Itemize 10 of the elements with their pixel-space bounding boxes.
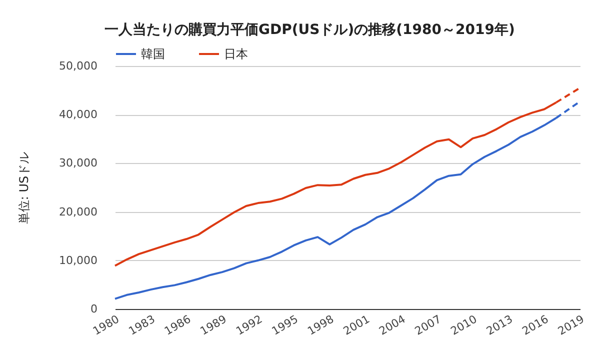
chart-title: 一人当たりの購買力平価GDP(USドル)の推移(1980～2019年) (104, 22, 515, 38)
y-tick-label: 50,000 (59, 60, 98, 72)
legend-label: 日本 (224, 47, 248, 61)
y-tick-label: 20,000 (59, 205, 98, 218)
legend-label: 韓国 (141, 47, 165, 61)
y-tick-label: 10,000 (59, 254, 98, 267)
y-tick-label: 40,000 (59, 108, 98, 122)
y-tick-label: 0 (90, 302, 98, 316)
y-tick-label: 30,000 (59, 156, 98, 170)
y-axis-title: 単位: USドル (17, 152, 32, 224)
